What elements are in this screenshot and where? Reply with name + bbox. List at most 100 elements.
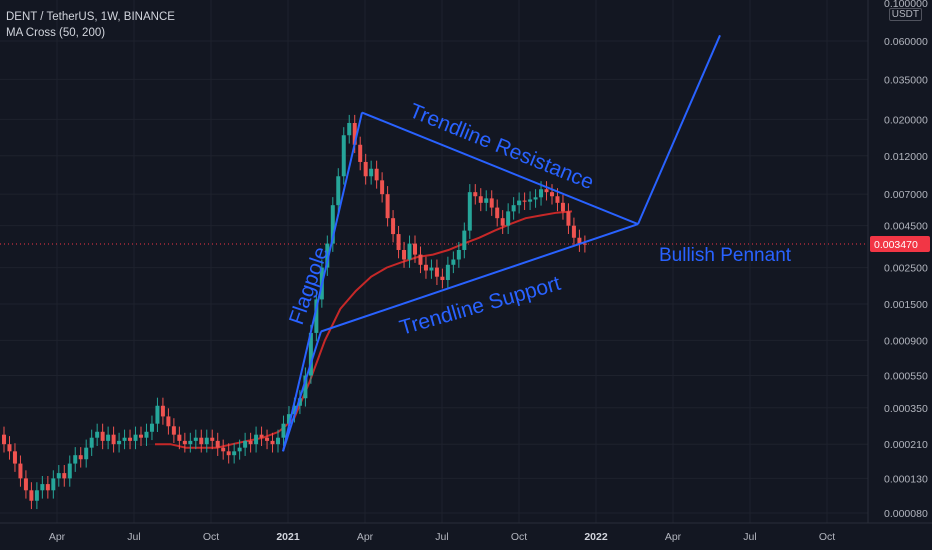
candle-body [144, 431, 149, 438]
candle-body [221, 447, 226, 452]
time-tick-label: Apr [665, 531, 682, 543]
candle [560, 194, 565, 220]
candle-body [544, 189, 549, 193]
candle [500, 210, 505, 234]
candle [84, 439, 89, 468]
candle-body [522, 200, 527, 202]
candle [67, 455, 72, 487]
candle [418, 246, 423, 274]
candle-body [363, 161, 368, 177]
candle [270, 432, 275, 453]
candle [243, 432, 248, 456]
breakout-projection-line[interactable] [637, 34, 721, 225]
symbol-title[interactable]: DENT / TetherUS, 1W, BINANCE [6, 11, 175, 23]
candle-body [352, 122, 357, 145]
candle [276, 429, 280, 453]
candle-body [571, 225, 576, 238]
candle [336, 168, 341, 214]
candle [577, 229, 582, 252]
candle-body [84, 447, 89, 460]
price-tick-label: 0.000210 [884, 439, 928, 451]
candle-body [380, 180, 385, 195]
chart-legend: DENT / TetherUS, 1W, BINANCE MA Cross (5… [6, 9, 175, 41]
price-tick-label: 0.001500 [884, 299, 928, 311]
candle [517, 192, 522, 214]
candle [78, 447, 83, 468]
candle [7, 436, 12, 460]
candle-body [226, 451, 231, 456]
candle [423, 256, 428, 279]
candle [303, 367, 308, 407]
candle-body [177, 434, 182, 441]
candle-body [117, 440, 122, 445]
candle [385, 186, 390, 227]
candle-body [18, 463, 23, 479]
candle [210, 429, 215, 450]
time-axis-panel[interactable] [0, 523, 932, 550]
candle-body [2, 434, 6, 445]
candle [144, 423, 149, 447]
candle-body [347, 122, 352, 136]
candle [221, 439, 226, 460]
candle [544, 181, 549, 201]
candle [341, 127, 346, 185]
time-tick-label: 2021 [276, 531, 300, 543]
candle-body [254, 434, 259, 445]
candle [29, 482, 34, 510]
indicator-label[interactable]: MA Cross (50, 200) [6, 27, 106, 39]
candle-body [199, 437, 204, 445]
candle [248, 432, 253, 453]
candle-body [128, 437, 133, 441]
candle-body [396, 234, 401, 250]
price-axis-panel[interactable] [868, 0, 932, 550]
price-tick-label: 0.000550 [884, 371, 928, 383]
candle [440, 268, 445, 289]
candle-body [12, 451, 17, 464]
candle-body [106, 434, 111, 441]
trendline-resistance[interactable] [361, 111, 639, 226]
flagpole-base-line[interactable] [282, 331, 322, 452]
candle-body [171, 426, 176, 435]
price-tick-label: 0.002500 [884, 263, 928, 275]
candle [182, 432, 187, 453]
time-tick-label: Jul [127, 531, 140, 543]
flagpole-line[interactable] [282, 112, 363, 452]
candle [259, 426, 264, 447]
candle [445, 256, 450, 289]
candle [495, 199, 500, 227]
candle-body [528, 199, 533, 202]
candle-body [517, 200, 522, 206]
candle-body [73, 455, 78, 464]
candle [171, 418, 176, 443]
candle-body [533, 197, 538, 200]
candle [363, 153, 368, 185]
candle-body [7, 444, 12, 452]
candle [133, 426, 138, 450]
candle [23, 470, 28, 499]
candle [314, 291, 319, 342]
candle-body [456, 249, 461, 260]
last-price-label: 0.003470 [874, 239, 918, 251]
candle-body [484, 198, 489, 203]
currency-unit-badge[interactable]: USDT [888, 8, 922, 21]
candle [396, 225, 401, 259]
candle-body [369, 168, 374, 177]
candle [522, 192, 527, 211]
candle-body [95, 431, 100, 438]
candle [484, 190, 489, 212]
candle [95, 423, 100, 447]
candle [473, 184, 478, 205]
price-tick-label: 0.035000 [884, 74, 928, 86]
candle-body [286, 414, 291, 424]
candle [215, 432, 220, 456]
candle-body [462, 230, 467, 250]
candle [199, 429, 204, 453]
price-tick-label: 0.012000 [884, 151, 928, 163]
candle [2, 426, 6, 453]
trendline-support[interactable] [320, 223, 639, 333]
candle [369, 160, 374, 185]
candle-body [155, 405, 160, 424]
candle-body [232, 451, 237, 456]
candle-body [122, 437, 127, 441]
